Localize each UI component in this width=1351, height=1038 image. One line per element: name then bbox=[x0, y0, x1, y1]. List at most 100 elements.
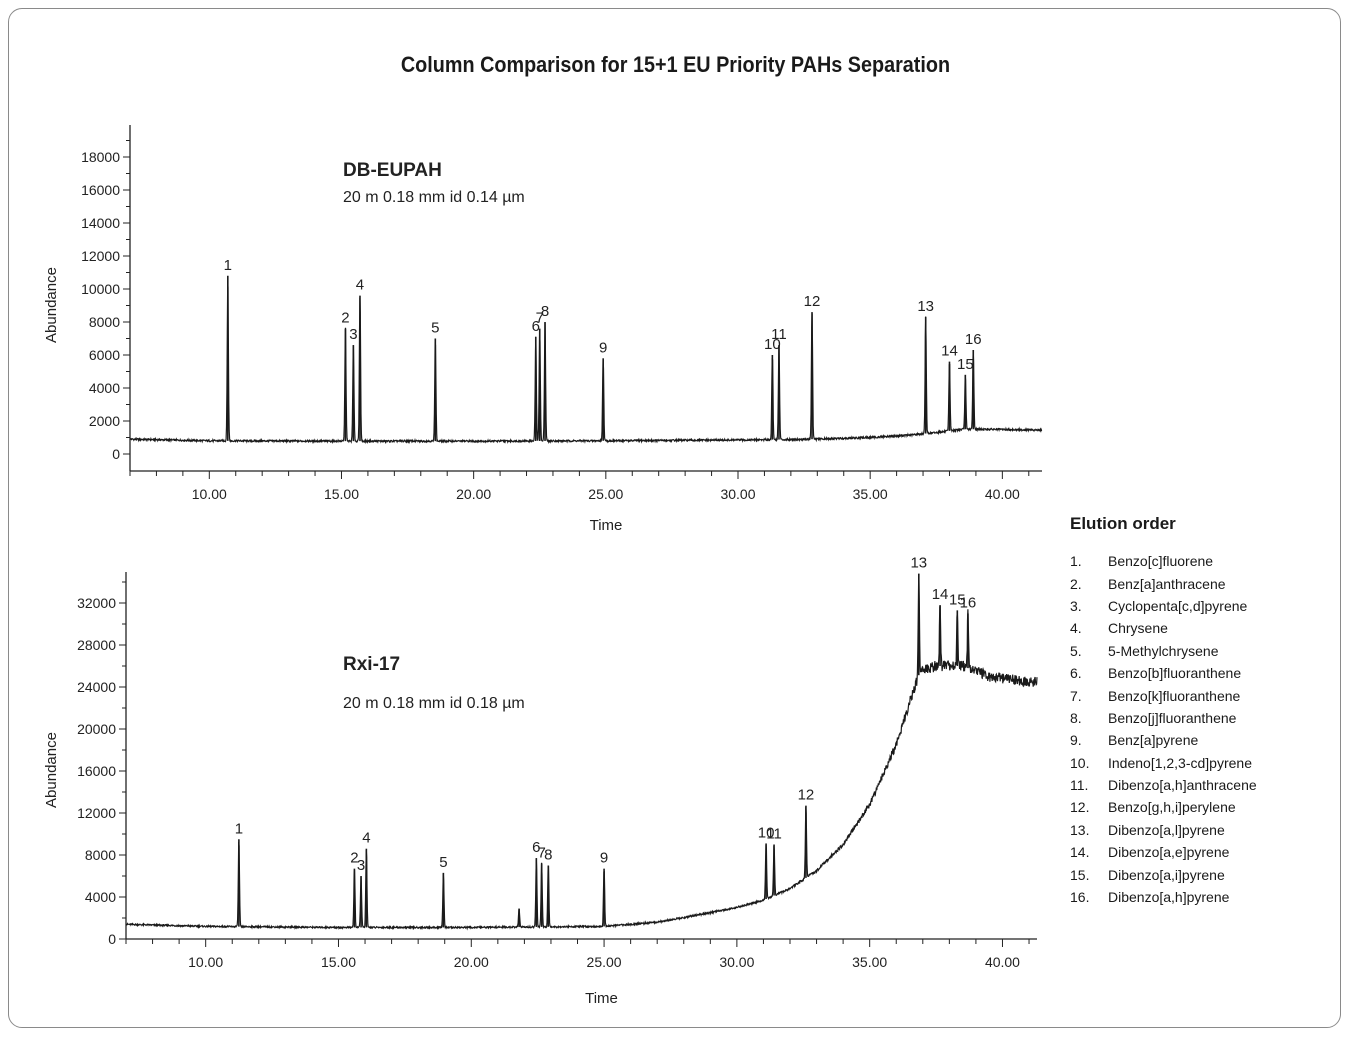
y-tick-label: 18000 bbox=[81, 149, 120, 165]
legend-item-number: 9. bbox=[1070, 732, 1082, 749]
peak-label: 2 bbox=[341, 310, 349, 327]
y-axis-title: Abundance bbox=[43, 732, 60, 808]
peak-label: 6 bbox=[532, 839, 540, 856]
legend-item: 1. Benzo[c]fluorene bbox=[1070, 550, 1257, 572]
x-axis-title: Time bbox=[585, 990, 618, 1007]
peak-label: 13 bbox=[917, 298, 934, 315]
legend-item-name: Dibenzo[a,e]pyrene bbox=[1108, 844, 1230, 861]
column-name: Rxi-17 bbox=[343, 654, 400, 675]
peak-label: 16 bbox=[965, 331, 982, 348]
figure-frame bbox=[8, 8, 1341, 1028]
peak-label: 11 bbox=[766, 826, 782, 843]
legend-item-number: 5. bbox=[1070, 642, 1082, 659]
peak-label: 16 bbox=[960, 595, 977, 612]
legend-item: 8. Benzo[j]fluoranthene bbox=[1070, 707, 1257, 729]
y-tick-label: 4000 bbox=[85, 889, 116, 905]
legend-item-number: 1. bbox=[1070, 553, 1082, 570]
y-tick-label: 12000 bbox=[77, 805, 116, 821]
legend-item: 6. Benzo[b]fluoranthene bbox=[1070, 662, 1257, 684]
legend-item-number: 16. bbox=[1070, 889, 1090, 906]
peak-label: 13 bbox=[910, 555, 927, 572]
y-tick-label: 8000 bbox=[85, 847, 116, 863]
peak-label: 9 bbox=[600, 850, 608, 867]
y-tick-label: 12000 bbox=[81, 248, 120, 264]
x-tick-label: 40.00 bbox=[985, 954, 1020, 970]
peak-label: 12 bbox=[798, 787, 815, 804]
peak-label: 3 bbox=[349, 326, 357, 343]
legend-item-number: 13. bbox=[1070, 821, 1090, 838]
legend-item: 13. Dibenzo[a,l]pyrene bbox=[1070, 819, 1257, 841]
x-tick-label: 15.00 bbox=[321, 954, 356, 970]
peak-label: 7 bbox=[537, 844, 545, 861]
legend-item: 7. Benzo[k]fluoranthene bbox=[1070, 684, 1257, 706]
legend-item-name: Benzo[c]fluorene bbox=[1108, 553, 1214, 570]
column-spec: 20 m 0.18 mm id 0.14 µm bbox=[343, 189, 525, 206]
y-tick-label: 32000 bbox=[77, 595, 116, 611]
peak-label: 8 bbox=[544, 847, 552, 864]
y-tick-label: 14000 bbox=[81, 215, 120, 231]
legend-item: 9. Benz[a]pyrene bbox=[1070, 729, 1257, 751]
peak-label: 7 bbox=[536, 310, 544, 327]
y-tick-label: 20000 bbox=[77, 721, 116, 737]
legend-item-name: Benzo[k]fluoranthene bbox=[1108, 687, 1241, 704]
peak-label: 8 bbox=[541, 303, 549, 320]
peak-label: 1 bbox=[224, 257, 232, 274]
peak-label: 2 bbox=[350, 850, 358, 867]
y-tick-label: 28000 bbox=[77, 637, 116, 653]
legend-item-name: Chrysene bbox=[1108, 620, 1168, 637]
legend-title: Elution order bbox=[1070, 514, 1176, 533]
legend-items: 1. Benzo[c]fluorene 2. Benz[a]anthracene 3. C… bbox=[1070, 550, 1257, 908]
peak-label: 14 bbox=[932, 586, 949, 603]
x-tick-label: 15.00 bbox=[324, 486, 359, 502]
legend-item-number: 10. bbox=[1070, 754, 1090, 771]
y-tick-label: 4000 bbox=[89, 380, 120, 396]
x-tick-label: 25.00 bbox=[587, 954, 622, 970]
x-tick-label: 40.00 bbox=[985, 486, 1020, 502]
y-tick-label: 24000 bbox=[77, 679, 116, 695]
x-tick-label: 20.00 bbox=[456, 486, 491, 502]
legend-item-name: Benzo[j]fluoranthene bbox=[1108, 709, 1237, 726]
legend-item: 15. Dibenzo[a,i]pyrene bbox=[1070, 863, 1257, 885]
legend-item-number: 3. bbox=[1070, 597, 1082, 614]
peak-label: 5 bbox=[431, 320, 439, 337]
y-axis-title: Abundance bbox=[43, 267, 60, 343]
legend-item-number: 14. bbox=[1070, 844, 1090, 861]
x-tick-label: 35.00 bbox=[852, 954, 887, 970]
legend-item: 2. Benz[a]anthracene bbox=[1070, 572, 1257, 594]
x-axis-title: Time bbox=[590, 517, 623, 534]
legend-item-number: 11. bbox=[1070, 777, 1089, 794]
peak-label: 15 bbox=[957, 356, 974, 373]
peak-label: 11 bbox=[771, 326, 787, 343]
y-tick-label: 0 bbox=[108, 931, 116, 947]
column-name: DB-EUPAH bbox=[343, 160, 442, 181]
elution-order-legend: Elution order 1. Benzo[c]fluorene 2. Benz[a… bbox=[1070, 514, 1257, 908]
peak-label: 5 bbox=[439, 854, 447, 871]
x-tick-label: 20.00 bbox=[454, 954, 489, 970]
legend-item: 10. Indeno[1,2,3-cd]pyrene bbox=[1070, 752, 1257, 774]
y-tick-label: 16000 bbox=[77, 763, 116, 779]
legend-item: 5. 5-Methylchrysene bbox=[1070, 640, 1257, 662]
legend-item-name: Benz[a]anthracene bbox=[1108, 575, 1226, 592]
legend-item-name: Dibenzo[a,l]pyrene bbox=[1108, 821, 1225, 838]
peak-label: 4 bbox=[356, 277, 364, 294]
legend-item-number: 4. bbox=[1070, 620, 1082, 637]
legend-item: 16. Dibenzo[a,h]pyrene bbox=[1070, 886, 1257, 908]
legend-item: 14. Dibenzo[a,e]pyrene bbox=[1070, 841, 1257, 863]
legend-item-name: 5-Methylchrysene bbox=[1108, 642, 1219, 659]
y-tick-label: 8000 bbox=[89, 314, 120, 330]
chromatogram-trace bbox=[125, 579, 1038, 931]
x-tick-label: 35.00 bbox=[853, 486, 888, 502]
y-tick-label: 6000 bbox=[89, 347, 120, 363]
x-tick-label: 10.00 bbox=[192, 486, 227, 502]
legend-item-name: Benzo[g,h,i]perylene bbox=[1108, 799, 1236, 816]
peak-label: 3 bbox=[357, 857, 365, 874]
y-tick-label: 2000 bbox=[89, 413, 120, 429]
legend-item-number: 12. bbox=[1070, 799, 1090, 816]
peak-label: 6 bbox=[532, 318, 540, 335]
legend-item-number: 8. bbox=[1070, 709, 1082, 726]
legend-item: 3. Cyclopenta[c,d]pyrene bbox=[1070, 595, 1257, 617]
legend-item-name: Indeno[1,2,3-cd]pyrene bbox=[1108, 754, 1252, 771]
peak-label: 4 bbox=[362, 830, 370, 847]
legend-item-name: Dibenzo[a,h]anthracene bbox=[1108, 777, 1257, 794]
